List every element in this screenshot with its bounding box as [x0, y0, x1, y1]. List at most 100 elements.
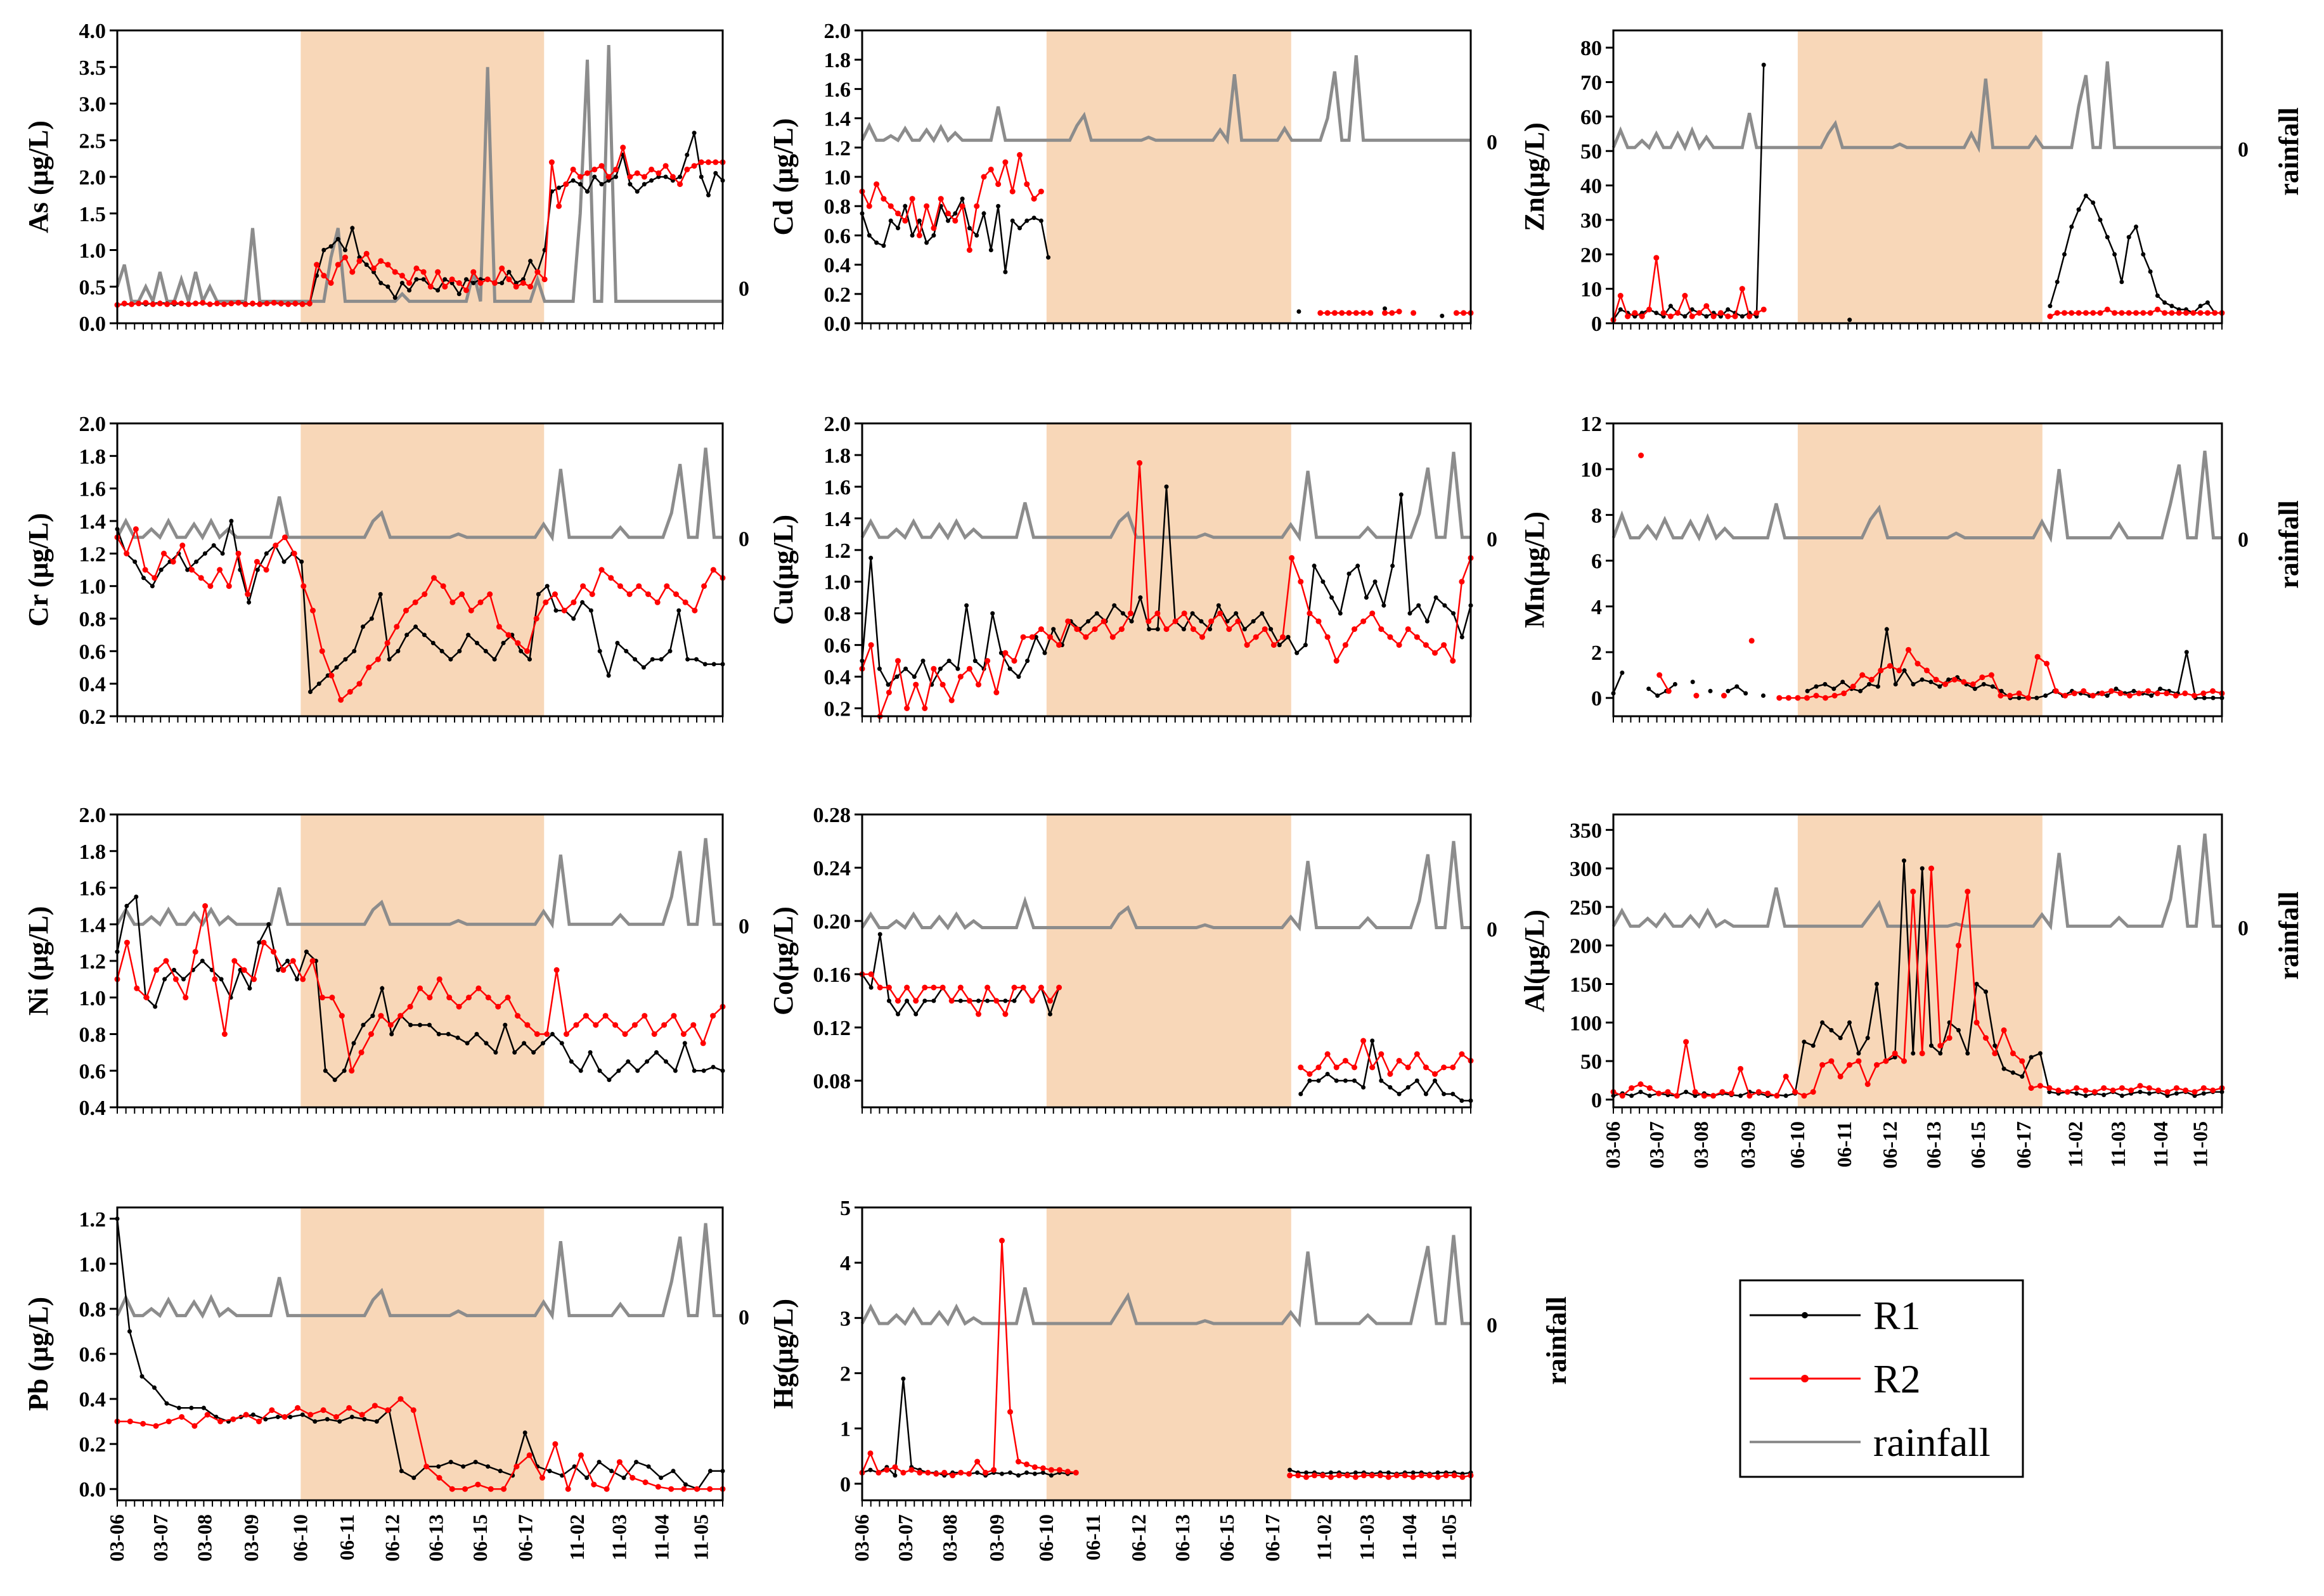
r1-point	[938, 666, 943, 671]
r2-point	[333, 1414, 339, 1420]
r2-point	[612, 1022, 619, 1028]
legend: R1 R2 rainfall	[1739, 1279, 2024, 1478]
r2-point	[1965, 889, 1971, 895]
r2-point	[1813, 693, 1819, 698]
r2-point	[563, 181, 569, 188]
r2-point	[1307, 610, 1313, 617]
r1-point	[1847, 318, 1852, 323]
r2-point	[1914, 660, 1921, 667]
r2-point	[1937, 1043, 1944, 1049]
r2-point	[475, 1481, 481, 1488]
r2-point	[1619, 1093, 1625, 1099]
r2-point	[1988, 672, 1994, 678]
legend-rainfall-label: rainfall	[1873, 1420, 1991, 1465]
r2-point	[591, 1481, 597, 1488]
r1-point	[1025, 659, 1030, 664]
r2-point	[506, 276, 512, 283]
x-date-label: 11-05	[2188, 1121, 2211, 1168]
x-date-label: 06-15	[468, 1514, 491, 1562]
r2-point	[524, 648, 530, 654]
panel-mn: 0 2 4 6 8 10 12 Mn(μg/L) 0 rainfall	[1519, 413, 2304, 723]
r1-point	[578, 182, 583, 187]
r2-point	[1667, 313, 1674, 319]
r1-point	[139, 1374, 145, 1379]
r1-point	[134, 894, 139, 899]
r1-point	[1352, 1078, 1357, 1083]
r1-point	[1120, 611, 1125, 616]
r2-point	[1441, 1064, 1447, 1071]
r2-point	[1405, 626, 1411, 633]
r1-point	[1372, 579, 1378, 584]
r2-point	[1073, 1469, 1079, 1476]
r2-point	[534, 269, 541, 275]
r1-point	[1225, 619, 1230, 624]
r1-point	[1704, 314, 1709, 319]
r2-point	[1783, 1073, 1789, 1079]
y-tick-label: 1.5	[79, 203, 107, 226]
r2-point	[1970, 681, 1976, 687]
r2-point	[2169, 310, 2175, 316]
r1-point	[877, 666, 882, 671]
y-tick-label: 0.6	[79, 1060, 107, 1083]
r2-point	[392, 269, 398, 275]
r2-point	[877, 984, 883, 991]
r2-point	[291, 550, 297, 557]
x-date-label: 11-04	[1398, 1514, 1421, 1561]
r2-point	[397, 1396, 404, 1402]
r1-point	[2098, 217, 2103, 222]
r1-point	[1294, 650, 1300, 655]
r1-point	[711, 1065, 716, 1069]
r2-point	[2210, 688, 2216, 694]
r2-point	[1020, 984, 1026, 991]
r2-line	[861, 1240, 1076, 1477]
r2-point	[403, 607, 409, 614]
y-tick-label: 1.0	[79, 1253, 107, 1277]
r1-point	[616, 1068, 621, 1073]
y-axis-label: Pb (μg/L)	[23, 1297, 54, 1411]
r2-point	[1360, 1472, 1367, 1479]
r2-point	[1029, 998, 1035, 1004]
r2-point	[1660, 310, 1667, 316]
shaded-period	[300, 423, 545, 716]
x-date-label: 06-10	[1035, 1514, 1057, 1562]
r2-point	[371, 1403, 378, 1409]
y-tick-label: 3	[840, 1307, 851, 1330]
r2-point	[1411, 310, 1417, 316]
r1-point	[1867, 682, 1871, 686]
r2-point	[895, 658, 901, 664]
r2-point	[1017, 151, 1023, 158]
r2-point	[1199, 634, 1205, 640]
r1-point	[442, 277, 448, 282]
r1-point	[2069, 224, 2074, 229]
r1-point	[1008, 1470, 1012, 1475]
r2-point	[2117, 690, 2124, 697]
r1-point	[588, 608, 593, 613]
r2-point	[420, 269, 427, 275]
r1-point	[886, 998, 891, 1003]
r2-point	[492, 280, 498, 286]
r1-point	[1684, 1090, 1689, 1095]
r1-point	[1618, 307, 1623, 312]
r1-point	[1938, 1051, 1943, 1056]
r2-point	[1896, 667, 1902, 674]
r1-line	[2049, 194, 2222, 314]
r2-point	[2145, 688, 2152, 694]
r1-point	[1761, 62, 1766, 67]
shaded-period	[1797, 814, 2043, 1107]
panel-cr: 0.2 0.4 0.6 0.8 1.0 1.2 1.4 1.6 1.8 2.0 Cr (μg/L) 0	[23, 413, 749, 729]
r2-point	[1235, 618, 1241, 624]
r2-point	[121, 300, 127, 307]
r2-point	[1056, 642, 1062, 648]
r2-point	[526, 1452, 533, 1458]
r1-point	[2020, 1074, 2025, 1079]
r2-point	[183, 994, 189, 1001]
r1-point	[960, 196, 965, 202]
r1-point	[1902, 668, 1907, 673]
r1-point	[1334, 1078, 1339, 1083]
r2-point	[2164, 690, 2170, 697]
r2-point	[952, 217, 959, 224]
r1-point	[519, 648, 524, 653]
r2-point	[1874, 1062, 1880, 1068]
r2-point	[1002, 650, 1009, 656]
r2-point	[1396, 642, 1402, 648]
